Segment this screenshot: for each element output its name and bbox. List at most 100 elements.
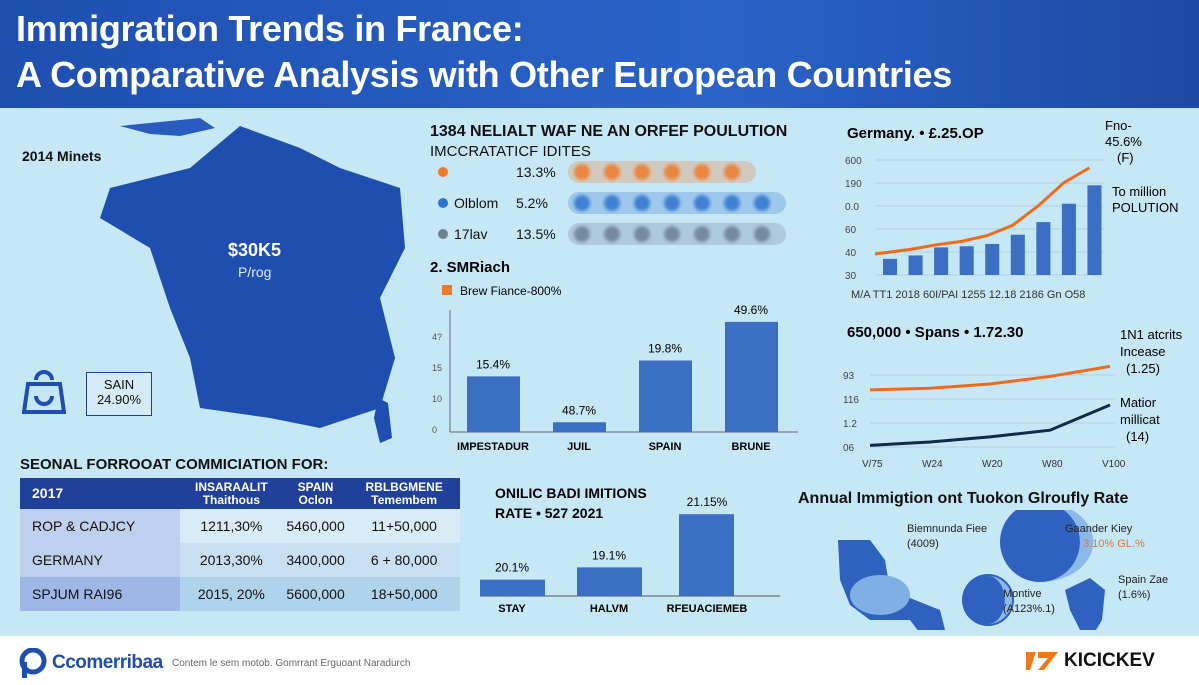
series-line [869,403,1111,447]
map-value: $30K5 [228,240,282,260]
data-label: 15.4% [476,357,510,371]
annotation: Fno- [1105,118,1132,133]
x-tick: W20 [982,459,1003,470]
bar [1087,185,1102,275]
table-row: ROP & CADJCY 1211,30% 5460,000 11+50,000 [20,509,460,543]
data-label: 48.7% [562,403,596,417]
column-header: INSARAALIT Thaithous [180,478,283,509]
dots-title: 1384 NELIALT WAF NE AN ORFEF POULUTION [430,123,788,140]
bar-chart-2: ONILIC BADI IMITIONS RATE • 527 2021 20.1%… [480,485,780,615]
table-cell: 1211,30% [180,509,283,543]
row-label: 17lav [454,226,488,242]
column-header: RBLBGMENE Temembem [348,478,460,509]
bar [883,258,898,275]
dot [634,195,650,211]
data-label: 19.8% [648,342,682,356]
dot [604,195,620,211]
france-map [100,118,405,443]
chart-subtitle: RATE • 527 2021 [495,505,603,521]
annotation: (1.25) [1126,361,1160,376]
spain-line-chart: 650,000 • Spans • 1.72.30 93 116 1.2 06 V/75 W… [843,324,1183,470]
germany-chart: Germany. • £.25.OP 600 190 0.0 60 40 30 M/A TT1… [845,118,1178,301]
y-tick: 116 [843,395,859,406]
column-header: 2017 [20,478,180,509]
growth-item-name: Montive [1003,588,1042,600]
table-cell: ROP & CADJCY [20,509,180,543]
legend-label: Brew Fiance-800% [460,284,562,298]
table-cell: SPJUM RAI96 [20,577,180,611]
dot-strip [568,161,756,183]
dot [664,164,680,180]
column-header: SPAIN Oclon [282,478,349,509]
row-value: 13.3% [516,164,556,180]
annotation: 45.6% [1105,134,1142,149]
growth-item-value: 3.10% GL.% [1083,538,1145,550]
dot [604,226,620,242]
bar [934,247,949,275]
dot [724,195,740,211]
badge-label: SAIN [103,377,135,392]
growth-maps [838,510,1105,630]
y-tick: 06 [843,443,855,454]
bar [577,567,642,596]
annotation: (F) [1117,150,1134,165]
chart-title: ONILIC BADI IMITIONS [495,485,647,501]
x-tick: IMPESTADUR [457,441,529,453]
dot [694,226,710,242]
header-banner: Immigration Trends in France: A Comparat… [0,0,1199,108]
dot-strip [568,223,786,245]
page-subtitle: A Comparative Analysis with Other Europe… [16,54,952,95]
y-tick: 10 [432,394,442,404]
comparison-table: 2017 INSARAALIT Thaithous SPAIN Oclon RBLBG… [20,478,460,611]
chart-title: 2. SMRiach [430,259,510,276]
dot [604,164,620,180]
bar [1036,222,1051,275]
growth-item-value: (A123%.1) [1003,603,1055,615]
x-tick: V100 [1102,459,1126,470]
annotation: To million [1112,184,1166,199]
annotation: Matior [1120,395,1157,410]
table-row: SPJUM RAI96 2015, 20% 5600,000 18+50,000 [20,577,460,611]
x-tick: V/75 [862,459,883,470]
x-ticks: M/A TT1 2018 60I/PAI 1255 12.18 2186 Gn … [851,289,1085,301]
dot [574,226,590,242]
dot [664,226,680,242]
bar [908,255,923,275]
dot [634,226,650,242]
page-title: Immigration Trends in France: [16,8,524,49]
y-tick: 600 [845,156,862,167]
y-tick: 93 [843,371,855,382]
legend-dot [438,229,448,239]
y-tick: 0 [432,425,437,435]
legend-swatch [442,285,452,295]
growth-item-name: Biemnunda Fiee [907,523,988,535]
row-value: 5.2% [516,195,548,211]
annotation: (14) [1126,429,1149,444]
y-tick: 60 [845,225,857,236]
partner-logo-icon [1026,652,1058,670]
table-cell: 2013,30% [180,543,283,577]
table-cell: 2015, 20% [180,577,283,611]
growth-title: Annual Immigtion ont Tuokon Glroufly Rat… [798,490,1129,507]
map-sub: P/rog [238,264,272,280]
y-tick: 4? [432,332,442,342]
bar-chart-1: 2. SMRiach Brew Fiance-800% 4? 15 10 0 15.4% IM… [430,259,798,453]
bar [639,360,692,432]
map-badge: SAIN 24.90% [86,372,152,416]
dot [574,195,590,211]
growth-item-name: Gaander Kiey [1065,523,1133,535]
table-cell: 5460,000 [282,509,349,543]
table-cell: GERMANY [20,543,180,577]
table-cell: 3400,000 [282,543,349,577]
y-tick: 15 [432,363,442,373]
annotation: POLUTION [1112,200,1178,215]
data-label: 20.1% [495,561,529,575]
dot [634,164,650,180]
map-label: 2014 Minets [22,148,102,164]
bar [480,579,545,596]
row-value: 13.5% [516,226,556,242]
footer: Ccomerribaa Contem le sem motob. Gomrran… [0,636,1199,685]
bar [467,376,520,432]
table-cell: 18+50,000 [348,577,460,611]
annotation: Incease [1120,344,1166,359]
